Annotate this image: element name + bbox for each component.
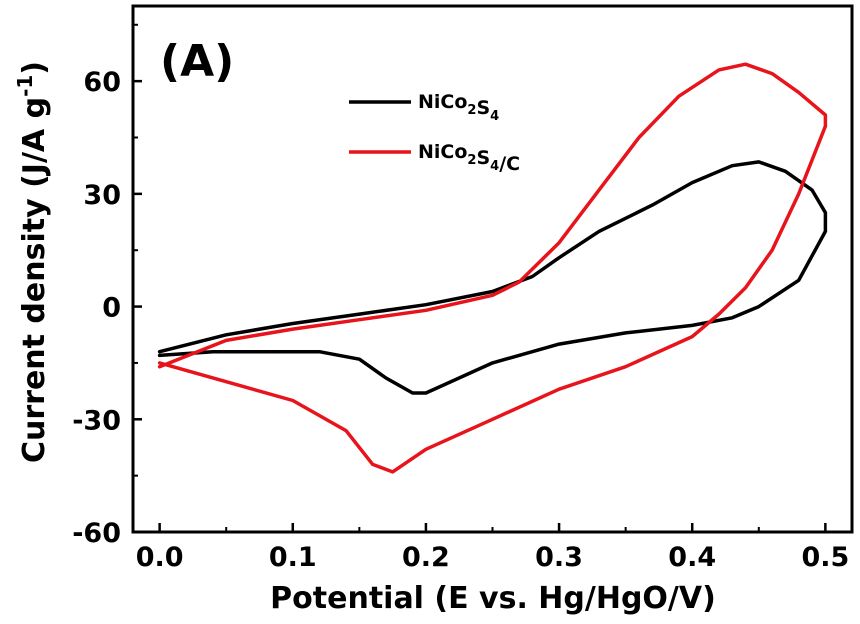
x-tick-label: 0.4 [668,542,716,573]
series-line-1 [157,160,828,395]
y-axis-title: Current density (J/A g-1) [13,61,52,463]
panel-label: (A) [160,36,234,87]
x-tick-label: 0.1 [269,542,317,573]
x-tick-label: 0.3 [535,542,583,573]
y-axis: -60 -30 0 30 60 [72,23,142,549]
legend-label-2: NiCo2S4/C [418,141,520,175]
x-tick-label: 0.2 [402,542,450,573]
y-axis-title-group: Current density (J/A g-1) [13,61,52,463]
x-axis-title: Potential (E vs. Hg/HgO/V) [270,581,716,616]
y-tick-label: -30 [72,405,121,436]
x-tick-label: 0.0 [136,542,184,573]
y-tick-label: 30 [83,180,121,211]
x-axis: 0.0 0.1 0.2 0.3 0.4 0.5 [136,523,849,573]
y-axis-title-close: ) [17,61,52,75]
y-axis-title-main: Current density (J/A g [17,97,52,463]
x-tick-label: 0.5 [801,542,849,573]
legend-label-1: NiCo2S4 [418,91,499,124]
plot-frame [131,4,854,534]
y-tick-label: 0 [102,293,121,324]
legend: NiCo2S4 NiCo2S4/C [349,91,520,175]
plot-border [131,4,854,534]
y-tick-label: -60 [72,518,121,549]
curves [157,62,828,474]
series-line-2 [157,62,828,474]
y-axis-title-sup: -1 [13,75,37,97]
y-tick-label: 60 [83,67,121,98]
